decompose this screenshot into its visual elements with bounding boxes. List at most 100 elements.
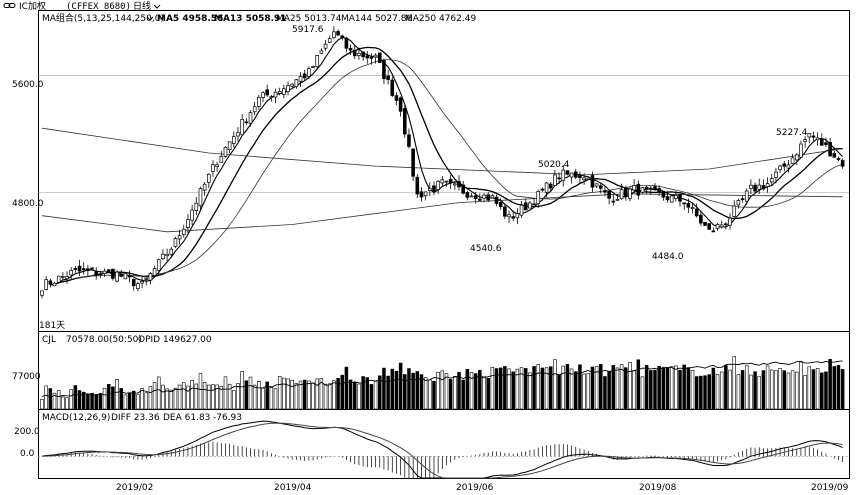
ma13-label: MA13 5058.91 (214, 14, 287, 24)
candle-body (144, 278, 149, 280)
volume-bar (448, 379, 453, 410)
period-select[interactable]: 日线 (133, 0, 151, 12)
candle-body (386, 75, 390, 81)
volume-bar (557, 374, 561, 410)
volume-bar (106, 384, 111, 410)
candle-body (703, 221, 707, 226)
candle-body (819, 139, 824, 146)
volume-bar (190, 379, 194, 410)
volume-bar (119, 388, 123, 410)
volume-bar (177, 384, 182, 410)
candle-body (419, 191, 424, 198)
candle-body (824, 142, 828, 145)
chevron-down-icon[interactable] (146, 16, 154, 21)
macd-diff: DIFF 23.36 (111, 413, 160, 423)
candle-body (131, 278, 136, 287)
diff-line (41, 420, 843, 479)
ma5-line (50, 36, 843, 286)
candle-body (282, 88, 286, 95)
volume-bar (649, 370, 653, 410)
volume-bar (194, 383, 199, 410)
opid-value: OPID 149627.00 (138, 335, 212, 345)
candle-body (548, 183, 553, 189)
candle-body (569, 172, 574, 178)
candle-body (553, 174, 557, 186)
candle-body (794, 154, 799, 161)
volume-bar (657, 366, 661, 410)
candle-body (90, 267, 94, 270)
x-tick-label: 2019/02 (116, 483, 153, 493)
candle-body (482, 194, 486, 199)
volume-bar (219, 386, 224, 410)
candle-body (319, 50, 324, 54)
volume-bar (482, 375, 486, 410)
volume-bar (732, 356, 736, 410)
volume-bar (669, 366, 674, 410)
volume-bar (319, 378, 324, 410)
price-panel-frame (38, 10, 850, 332)
candle-body (169, 248, 174, 255)
volume-bar (628, 362, 632, 410)
volume-bar (365, 377, 370, 410)
candle-body (519, 204, 524, 216)
candle-body (311, 66, 315, 68)
volume-bar (619, 364, 624, 410)
volume-bar (407, 368, 411, 410)
candle-body (86, 268, 90, 272)
candle-body (707, 223, 712, 230)
volume-bar (436, 371, 440, 410)
volume-bar (678, 369, 682, 410)
candle-body (682, 202, 686, 205)
candles (40, 26, 845, 299)
volume-bar (98, 393, 103, 410)
volume-bar (432, 380, 436, 410)
ma144-line (41, 127, 843, 176)
candle-body (52, 282, 57, 287)
candle-body (344, 37, 349, 49)
symbol-name[interactable]: IC加权 (19, 0, 46, 12)
volume-bar (515, 368, 520, 410)
volume-bar (69, 389, 73, 410)
volume-bar (715, 374, 720, 410)
volume-bar (336, 377, 340, 410)
candle-body (327, 38, 332, 43)
ma25-label: MA25 5013.74 (276, 14, 342, 24)
volume-bar (753, 371, 757, 410)
candle-body (540, 188, 545, 191)
volume-bar (765, 365, 770, 410)
volume-bar (444, 373, 449, 410)
candle-body (461, 184, 465, 194)
macd-tick-label: 0.0 (20, 449, 35, 459)
candle-body (302, 73, 307, 79)
volume-bar (211, 384, 215, 410)
grid-lines (38, 75, 849, 457)
chevron-down-icon[interactable] (153, 4, 161, 9)
volume-bar (332, 380, 336, 410)
candle-body (523, 202, 528, 211)
volume-bars (40, 356, 845, 410)
candle-body (65, 276, 69, 280)
volume-bar (273, 388, 278, 410)
volume-bar (148, 386, 153, 410)
ma144-label: MA144 5027.86 (341, 14, 412, 24)
candle-body (40, 290, 44, 296)
volume-bar (574, 371, 578, 410)
volume-bar (298, 380, 303, 410)
volume-bar (140, 388, 144, 410)
volume-bar (378, 375, 382, 410)
candle-body (465, 192, 470, 198)
price-tick-label: 5600.0 (12, 80, 44, 90)
candle-body (207, 173, 211, 183)
candle-body (686, 203, 691, 208)
ma-group-label[interactable]: MA组合(5,13,25,144,250,0) (42, 12, 164, 24)
volume-bar (665, 367, 670, 410)
candle-body (77, 265, 82, 272)
volume-bar (227, 383, 232, 410)
candle-body (352, 49, 357, 57)
candle-body (598, 185, 603, 189)
volume-bar (198, 373, 203, 410)
volume-bar (144, 392, 149, 410)
volume-bar (161, 384, 165, 410)
candle-body (73, 268, 78, 270)
